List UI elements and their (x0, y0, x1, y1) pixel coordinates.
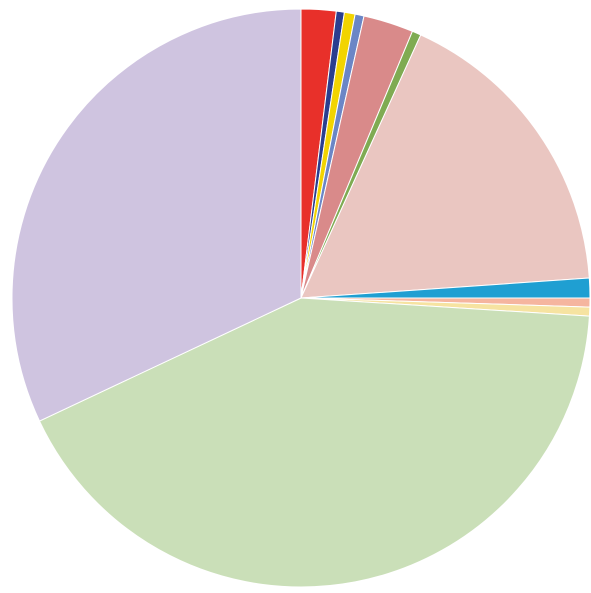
pie-slice-7 (300, 34, 590, 299)
pie-slices (11, 8, 591, 588)
pie-slice-12 (11, 8, 302, 422)
pie-slice-11 (39, 297, 590, 588)
